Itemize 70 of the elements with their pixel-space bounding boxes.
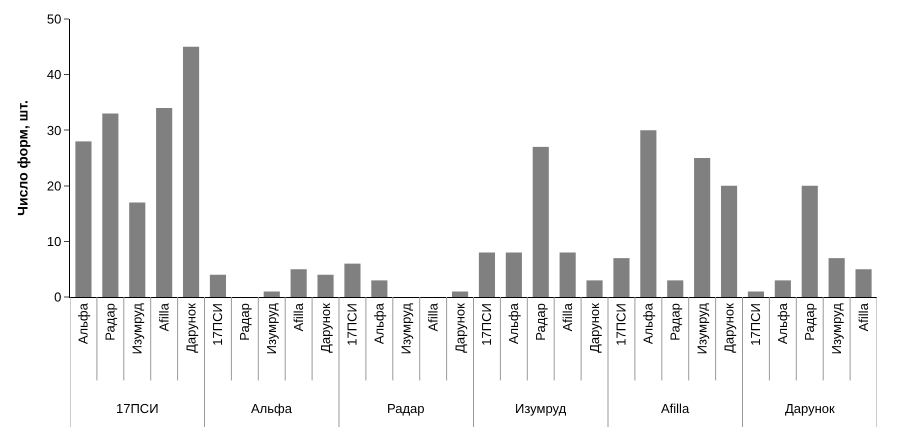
bar (317, 274, 334, 297)
x-tick-label: 17ПСИ (344, 303, 360, 346)
x-tick-label: Изумруд (694, 302, 710, 354)
y-tick-label: 10 (46, 234, 62, 249)
x-tick-label: Изумруд (129, 302, 144, 354)
x-tick-label: 17ПСИ (479, 303, 494, 346)
x-tick-label: Альфа (372, 302, 387, 344)
x-tick-label: Изумруд (264, 302, 279, 354)
bar (748, 291, 764, 297)
bar (156, 108, 172, 297)
bar (290, 269, 307, 297)
bar (667, 280, 684, 297)
x-tick-label: Изумруд (828, 302, 844, 354)
x-tick-label: Afilla (425, 302, 440, 332)
bar (774, 280, 791, 297)
y-tick-label: 40 (46, 67, 62, 82)
x-tick-label: Afilla (156, 302, 172, 332)
x-tick-label: Альфа (775, 302, 790, 344)
x-tick-label: 17ПСИ (614, 303, 629, 346)
bar (102, 114, 118, 297)
x-tick-label: Радар (102, 303, 118, 341)
bar (129, 202, 146, 297)
bar (640, 130, 656, 297)
x-tick-label: Изумруд (398, 302, 414, 354)
x-tick-label: Afilla (856, 302, 871, 332)
bar (452, 291, 468, 297)
bar (560, 252, 576, 297)
x-tick-label: Дарунок (318, 302, 333, 353)
bar (613, 258, 630, 297)
bar (855, 269, 872, 297)
bar (75, 141, 92, 297)
bar (506, 252, 522, 297)
bar (532, 146, 549, 297)
bar (210, 274, 226, 297)
bar (802, 186, 818, 297)
bar (720, 186, 738, 297)
x-tick-label: Afilla (560, 302, 575, 332)
x-tick-label: Дарунок (183, 302, 198, 353)
text: Изумруд (515, 401, 567, 416)
y-tick-label: 20 (46, 178, 62, 194)
y-tick-label: 50 (46, 12, 62, 27)
x-tick-label: Радар (802, 303, 817, 341)
x-tick-label: Радар (667, 303, 682, 341)
bar (828, 258, 845, 297)
x-tick-label: Afilla (290, 302, 306, 332)
text: Радар (387, 401, 425, 416)
x-tick-label: Дарунок (721, 302, 736, 353)
y-tick-label: 30 (46, 122, 62, 138)
bar (478, 252, 496, 297)
y-tick-label: 0 (54, 290, 62, 305)
x-tick-label: 17ПСИ (748, 303, 764, 346)
bar (694, 158, 710, 297)
bar (182, 46, 200, 297)
bar (344, 264, 361, 297)
bar (371, 280, 388, 297)
text: 17ПСИ (116, 401, 159, 416)
text: Альфа (251, 401, 293, 416)
bar (586, 280, 603, 297)
x-tick-label: Альфа (640, 302, 656, 344)
x-tick-label: Альфа (506, 302, 522, 344)
x-tick-label: Радар (532, 303, 548, 341)
bar (264, 291, 280, 297)
x-tick-label: Дарунок (452, 302, 468, 353)
x-tick-label: Альфа (76, 302, 91, 344)
x-tick-label: 17ПСИ (210, 303, 226, 346)
x-tick-label: Дарунок (586, 302, 602, 353)
y-axis-title: Число форм, шт. (14, 100, 31, 216)
text: Дарунок (785, 401, 836, 416)
text: Afilla (661, 401, 690, 416)
x-tick-label: Радар (237, 303, 252, 341)
